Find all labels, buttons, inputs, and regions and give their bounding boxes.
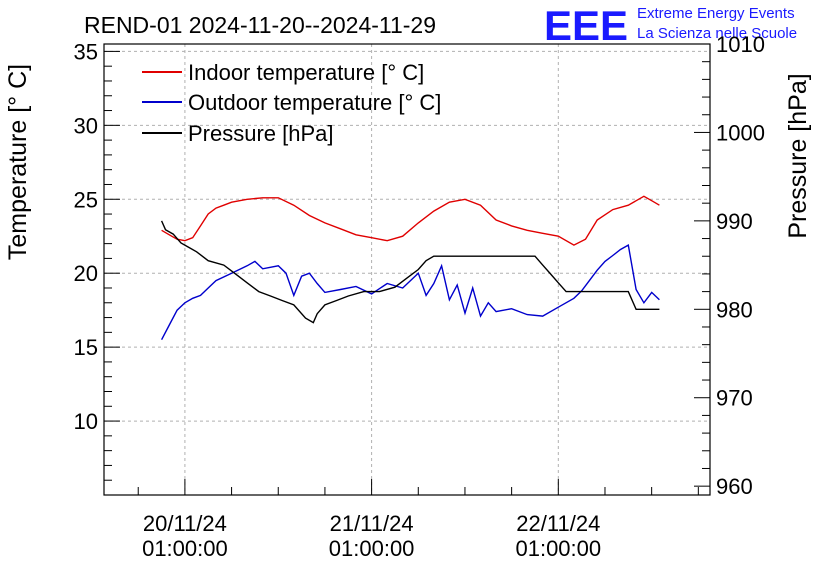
- x-tick-label-date-0: 20/11/24: [143, 511, 227, 536]
- grid-lines: [104, 44, 710, 495]
- legend: Indoor temperature [° C] Outdoor tempera…: [142, 60, 441, 146]
- y-axis-label: Temperature [° C]: [4, 64, 32, 260]
- series-line-outdoor-temperature: [160, 244, 660, 341]
- y2-tick-label-990: 990: [716, 209, 753, 234]
- series-line-pressure: [160, 220, 660, 324]
- eee-logo: EEE Extreme Energy Events La Scienza nel…: [544, 2, 797, 49]
- x-tick-label-date-2: 22/11/24: [516, 511, 600, 536]
- x-tick-label-time-0: 01:00:00: [142, 536, 228, 561]
- y2-tick-label-970: 970: [716, 386, 753, 411]
- x-tick-label-time-1: 01:00:00: [329, 536, 415, 561]
- x-tick-label-date-1: 21/11/24: [330, 511, 414, 536]
- y2-tick-label-980: 980: [716, 297, 753, 322]
- plot-frame: [103, 43, 711, 496]
- y-tick-label-10: 10: [74, 409, 98, 434]
- legend-label-indoor: Indoor temperature [° C]: [188, 60, 424, 85]
- series-line-indoor-temperature: [161, 195, 660, 246]
- logo-line-1: Extreme Energy Events: [637, 5, 795, 22]
- chart-title: REND-01 2024-11-20--2024-11-29: [84, 12, 436, 38]
- legend-label-outdoor: Outdoor temperature [° C]: [188, 90, 441, 115]
- logo-line-2: La Scienza nelle Scuole: [637, 25, 797, 42]
- y-tick-label-30: 30: [74, 113, 98, 138]
- axes: 10 15 20 25 30 35 960 970 980 990 1000 1010 20/11/24…: [74, 32, 765, 561]
- y-tick-label-15: 15: [74, 335, 98, 360]
- x-tick-label-time-2: 01:00:00: [515, 536, 601, 561]
- y-tick-label-25: 25: [74, 187, 98, 212]
- y2-tick-label-960: 960: [716, 474, 753, 499]
- y2-axis-label: Pressure [hPa]: [784, 73, 812, 238]
- y2-tick-label-1010: 1010: [716, 32, 765, 57]
- logo-letters: EEE: [544, 2, 628, 49]
- y-tick-label-20: 20: [74, 261, 98, 286]
- y-tick-label-35: 35: [74, 39, 98, 64]
- y2-tick-label-1000: 1000: [716, 120, 765, 145]
- legend-label-pressure: Pressure [hPa]: [188, 121, 334, 146]
- series-layer: [160, 195, 660, 341]
